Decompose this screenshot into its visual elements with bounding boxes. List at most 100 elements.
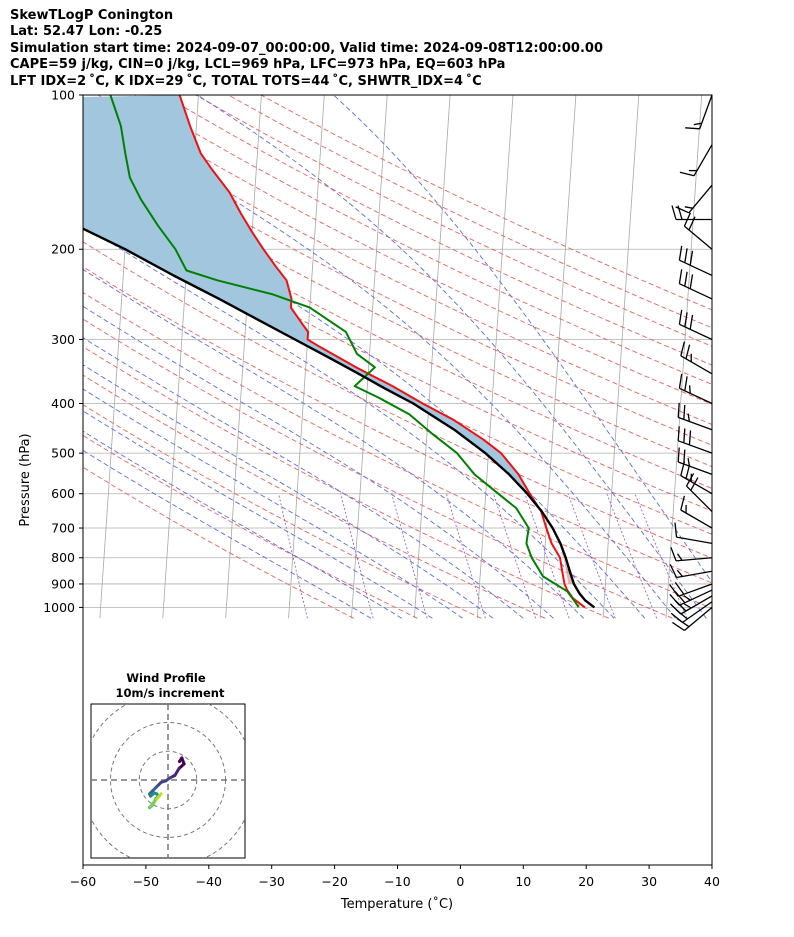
wind-barb-feather xyxy=(674,522,678,538)
dry-adiabat-370 xyxy=(83,148,712,468)
x-tick-label--30: −30 xyxy=(259,874,285,889)
wind-barb xyxy=(678,309,713,341)
dry-adiabat-260 xyxy=(83,434,418,619)
wind-barb xyxy=(670,547,713,562)
wind-barb-feather xyxy=(684,271,688,287)
wind-barb-feather xyxy=(685,344,691,359)
wind-barb xyxy=(678,245,713,277)
y-tick-label-800: 800 xyxy=(51,550,75,565)
grid-layer xyxy=(0,95,765,619)
wind-barb xyxy=(669,582,713,597)
dry-adiabat-270 xyxy=(83,404,482,619)
moist-adiabat--5 xyxy=(83,388,463,619)
wind-barb-staff xyxy=(688,184,713,214)
moist-adiabat-0 xyxy=(83,364,494,619)
wind-barb-feather xyxy=(669,584,679,597)
wind-barb-feather xyxy=(683,404,686,420)
hodograph-segment xyxy=(157,792,163,799)
isotherm--70 xyxy=(37,95,73,618)
wind-barb-staff xyxy=(677,583,713,597)
x-tick-label-20: 20 xyxy=(578,874,594,889)
y-tick-label-900: 900 xyxy=(51,576,75,591)
dry-adiabat-310 xyxy=(83,292,712,609)
wind-barb-feather xyxy=(677,447,680,463)
x-tick-label--10: −10 xyxy=(384,874,410,889)
moist-adiabat--10 xyxy=(83,410,433,619)
dry-adiabat-290 xyxy=(83,346,609,619)
wind-barb-feather xyxy=(670,612,683,623)
station-title: SkewTLogP Conington xyxy=(10,8,174,23)
wind-barb xyxy=(677,426,713,454)
mixing-ratio-16 xyxy=(567,493,616,619)
wind-barb-feather xyxy=(678,373,683,389)
moist-adiabat--20 xyxy=(83,449,372,619)
wind-barb-staff xyxy=(677,416,713,431)
wind-barb-feather xyxy=(680,341,686,356)
chart-title-block: SkewTLogP Conington Lat: 52.47 Lon: -0.2… xyxy=(10,8,603,90)
wind-barb-feather xyxy=(678,245,683,261)
wind-barb-feather xyxy=(675,206,690,214)
mixing-ratio-2 xyxy=(391,493,428,619)
wind-barb xyxy=(683,212,713,250)
hodograph-plot xyxy=(91,704,245,858)
station-location: Lat: 52.47 Lon: -0.25 xyxy=(10,24,163,40)
wind-barb-feather xyxy=(678,309,683,325)
hodograph-inset: Wind Profile 10m/s increment xyxy=(90,671,246,859)
dry-adiabat-350 xyxy=(83,193,712,512)
wind-barb-feather xyxy=(685,127,700,130)
y-tick-label-400: 400 xyxy=(51,396,75,411)
wind-barb-feather xyxy=(670,547,677,562)
y-tick-label-300: 300 xyxy=(51,332,75,347)
wind-barb-feather xyxy=(684,312,688,327)
wind-barb-staff xyxy=(699,94,713,130)
wind-barb xyxy=(680,495,713,529)
wind-barb-feather xyxy=(684,376,688,391)
hodograph-subtitle: 10m/s increment xyxy=(116,686,225,700)
wind-barbs xyxy=(669,94,713,632)
dry-adiabat-440 xyxy=(228,95,712,329)
wind-barb-staff xyxy=(679,387,713,405)
wind-barb-staff xyxy=(679,589,713,606)
wind-barb-feather xyxy=(683,603,692,609)
wind-barb-feather xyxy=(680,495,686,511)
dry-adiabat-410 xyxy=(130,95,712,385)
dry-adiabat-390 xyxy=(83,105,712,425)
cin-shading xyxy=(560,552,573,584)
wind-barb xyxy=(680,341,713,375)
stability-indices: LFT IDX=2 ˚C, K IDX=29 ˚C, TOTAL TOTS=44… xyxy=(10,73,482,89)
simulation-times: Simulation start time: 2024-09-07_00:00:… xyxy=(10,40,603,56)
mixing-ratio-1 xyxy=(340,493,374,619)
moist-adiabat-5 xyxy=(83,337,524,619)
wind-barb-staff xyxy=(679,283,713,300)
temperature-line xyxy=(178,95,586,609)
wind-barb xyxy=(685,94,713,130)
wind-barb-feather xyxy=(689,274,694,289)
mixing-ratio-10 xyxy=(524,493,570,619)
wind-barb-feather xyxy=(677,426,680,441)
x-tick-label--60: −60 xyxy=(70,874,96,889)
moist-adiabat-15 xyxy=(83,268,585,619)
y-tick-label-1000: 1000 xyxy=(43,600,75,615)
x-tick-label--50: −50 xyxy=(133,874,159,889)
y-tick-label-600: 600 xyxy=(51,486,75,501)
mixing-ratio-4 xyxy=(446,493,486,619)
wind-barb xyxy=(675,184,713,214)
x-tick-label--20: −20 xyxy=(321,874,347,889)
isotherm-30 xyxy=(665,95,703,619)
cape-area xyxy=(83,95,573,584)
x-axis-label: Temperature (˚C) xyxy=(340,896,453,912)
wind-barb-feather xyxy=(685,464,691,479)
wind-barb-staff xyxy=(680,509,713,529)
wind-barb-staff xyxy=(679,323,713,341)
isotherm-40 xyxy=(729,95,765,618)
wind-barb-feather xyxy=(689,314,694,330)
dewpoint-line xyxy=(109,95,580,608)
wind-barb-feather xyxy=(687,458,691,467)
wind-barb-feather xyxy=(693,122,702,126)
y-tick-label-200: 200 xyxy=(51,242,75,257)
wind-barb-feather xyxy=(671,205,677,220)
wind-barb-feather xyxy=(677,402,680,418)
wind-barb xyxy=(679,144,713,177)
isotherm--80 xyxy=(0,95,10,618)
